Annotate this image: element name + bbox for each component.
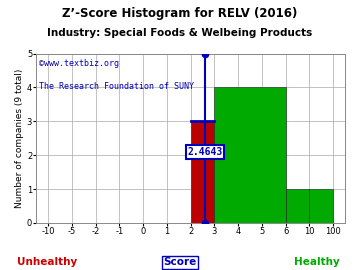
Text: Score: Score [163, 257, 197, 267]
Text: ©www.textbiz.org: ©www.textbiz.org [39, 59, 120, 68]
Bar [191, 121, 215, 223]
Bar [309, 189, 333, 223]
Text: The Research Foundation of SUNY: The Research Foundation of SUNY [39, 82, 194, 91]
Text: 2.4643: 2.4643 [187, 147, 222, 157]
Text: Unhealthy: Unhealthy [17, 257, 77, 267]
Y-axis label: Number of companies (9 total): Number of companies (9 total) [15, 69, 24, 208]
Text: Healthy: Healthy [294, 257, 340, 267]
Bar [285, 189, 309, 223]
Bar [215, 87, 285, 223]
Text: Z’-Score Histogram for RELV (2016): Z’-Score Histogram for RELV (2016) [62, 7, 298, 20]
Text: Industry: Special Foods & Welbeing Products: Industry: Special Foods & Welbeing Produ… [48, 28, 312, 38]
